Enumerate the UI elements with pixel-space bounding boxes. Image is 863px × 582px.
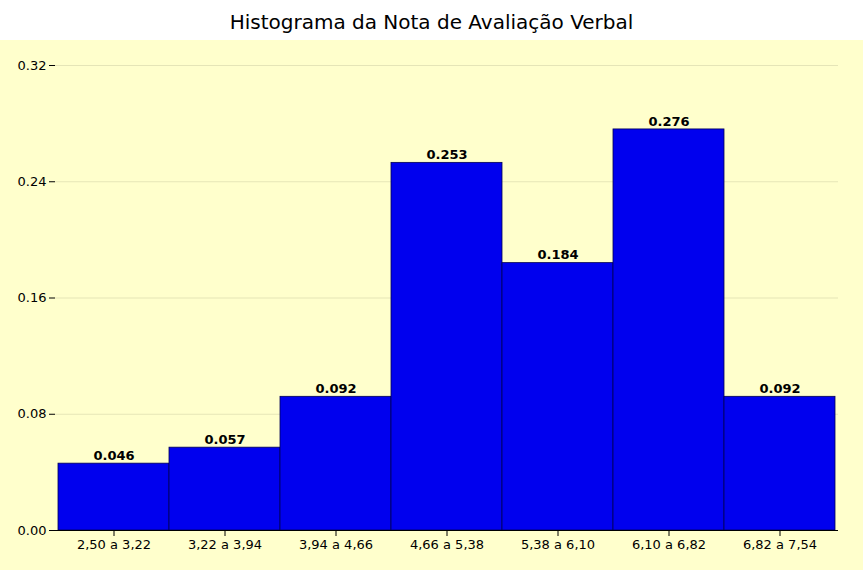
svg-text:4,66 a 5,38: 4,66 a 5,38 xyxy=(410,537,484,552)
svg-text:0.046: 0.046 xyxy=(93,448,134,463)
html-text:Histograma da Nota de Avaliaçã: Histograma da Nota de Avaliação Verbal xyxy=(229,10,634,34)
svg-text:6,82 a 7,54: 6,82 a 7,54 xyxy=(743,537,817,552)
svg-text:0.092: 0.092 xyxy=(315,381,356,396)
svg-text:6,10 a 6,82: 6,10 a 6,82 xyxy=(632,537,706,552)
svg-text:0.08: 0.08 xyxy=(18,406,47,421)
svg-text:0.057: 0.057 xyxy=(204,432,245,447)
svg-text:0.253: 0.253 xyxy=(426,147,467,162)
svg-text:0.32: 0.32 xyxy=(18,58,47,73)
svg-text:0.276: 0.276 xyxy=(648,114,689,129)
svg-text:0.24: 0.24 xyxy=(18,174,47,189)
svg-text:0.00: 0.00 xyxy=(18,523,47,538)
svg-text:0.092: 0.092 xyxy=(759,381,800,396)
svg-text:3,94 a 4,66: 3,94 a 4,66 xyxy=(299,537,373,552)
svg-text:3,22 a 3,94: 3,22 a 3,94 xyxy=(188,537,262,552)
svg-text:2,50 a 3,22: 2,50 a 3,22 xyxy=(77,537,151,552)
svg-text:0.184: 0.184 xyxy=(537,247,578,262)
svg-text:5,38 a 6,10: 5,38 a 6,10 xyxy=(521,537,595,552)
svg-text:0.16: 0.16 xyxy=(18,290,47,305)
